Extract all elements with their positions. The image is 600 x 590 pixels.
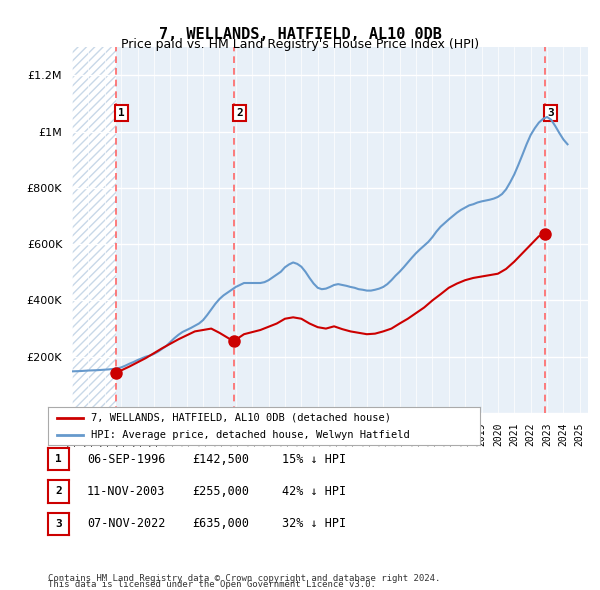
Text: 2: 2 (236, 108, 243, 118)
Text: 07-NOV-2022: 07-NOV-2022 (87, 517, 166, 530)
Text: 32% ↓ HPI: 32% ↓ HPI (282, 517, 346, 530)
Text: £635,000: £635,000 (192, 517, 249, 530)
Text: Contains HM Land Registry data © Crown copyright and database right 2024.: Contains HM Land Registry data © Crown c… (48, 574, 440, 583)
Text: 1: 1 (55, 454, 62, 464)
Text: HPI: Average price, detached house, Welwyn Hatfield: HPI: Average price, detached house, Welw… (91, 430, 410, 440)
Text: 11-NOV-2003: 11-NOV-2003 (87, 485, 166, 498)
Text: 15% ↓ HPI: 15% ↓ HPI (282, 453, 346, 466)
Text: £142,500: £142,500 (192, 453, 249, 466)
Text: 7, WELLANDS, HATFIELD, AL10 0DB (detached house): 7, WELLANDS, HATFIELD, AL10 0DB (detache… (91, 413, 391, 423)
Text: Price paid vs. HM Land Registry's House Price Index (HPI): Price paid vs. HM Land Registry's House … (121, 38, 479, 51)
Text: £255,000: £255,000 (192, 485, 249, 498)
Text: 06-SEP-1996: 06-SEP-1996 (87, 453, 166, 466)
Text: 1: 1 (118, 108, 125, 118)
Text: This data is licensed under the Open Government Licence v3.0.: This data is licensed under the Open Gov… (48, 581, 376, 589)
Text: 2: 2 (55, 487, 62, 496)
Text: 42% ↓ HPI: 42% ↓ HPI (282, 485, 346, 498)
Text: 3: 3 (547, 108, 554, 118)
Text: 3: 3 (55, 519, 62, 529)
Bar (72, 47, 116, 413)
Text: 7, WELLANDS, HATFIELD, AL10 0DB: 7, WELLANDS, HATFIELD, AL10 0DB (158, 27, 442, 41)
